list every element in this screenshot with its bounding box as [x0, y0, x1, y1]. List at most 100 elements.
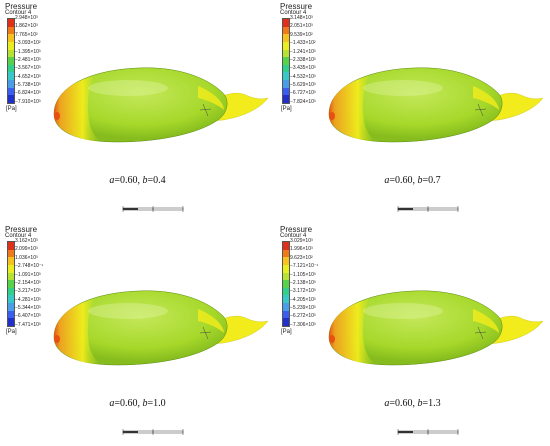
legend-tick: −7.824×10³ [290, 98, 316, 105]
color-band [8, 34, 14, 42]
color-band [8, 242, 14, 250]
scale-bar [122, 206, 184, 212]
color-band [283, 64, 289, 73]
legend-subtitle: Contour 4 [280, 10, 307, 16]
pressure-contour-body [328, 290, 544, 366]
color-band [8, 257, 14, 265]
legend-tick: −1.091×10³ [15, 271, 41, 278]
color-band [283, 264, 289, 273]
color-band [8, 295, 14, 303]
color-band [283, 257, 289, 265]
color-band [8, 249, 14, 258]
color-band [283, 41, 289, 50]
legend-tick: 2.051×10³ [290, 23, 313, 30]
color-band [283, 249, 289, 258]
nose-region [329, 76, 377, 142]
color-band [8, 272, 14, 281]
legend-tick: −3.172×10³ [290, 288, 316, 295]
color-band [8, 26, 14, 35]
legend-tick: −2.138×10³ [290, 279, 316, 286]
color-band [283, 57, 289, 65]
legend-tick: −3.093×10² [15, 40, 41, 47]
nose-region [329, 299, 377, 365]
legend-title: Pressure Contour 4 [5, 3, 37, 17]
color-bar [282, 241, 290, 327]
stagnation-point [54, 112, 60, 120]
legend-unit: [Pa] [281, 329, 292, 335]
legend-title-text: Pressure [280, 2, 313, 11]
legend-tick: 3.148×10³ [290, 15, 313, 21]
color-band [283, 272, 289, 281]
nose-region [54, 76, 102, 142]
legend-tick: −5.629×10³ [290, 82, 316, 88]
scale-bar [122, 429, 184, 435]
legend-unit: [Pa] [6, 329, 17, 335]
legend-title: Pressure Contour 4 [280, 226, 312, 240]
color-band [283, 19, 289, 27]
color-band [283, 310, 289, 319]
stagnation-point [329, 112, 335, 120]
legend-tick: −3.217×10³ [15, 288, 41, 295]
stagnation-point [329, 335, 335, 343]
hull [328, 67, 503, 143]
legend-tick: −4.281×10³ [15, 296, 41, 303]
legend-tick: −5.738×10³ [15, 82, 41, 88]
color-band [283, 72, 289, 80]
legend-title: Pressure Contour 4 [5, 226, 37, 240]
color-band [283, 80, 289, 88]
pressure-contour-body [53, 290, 269, 366]
hull [328, 290, 503, 366]
color-band [8, 57, 14, 65]
panel-3: Pressure Contour 4 3.162×10³ 2.099×10³ 1.036… [0, 223, 275, 446]
surface-highlight [88, 303, 168, 319]
legend-tick: 9.623×10² [290, 254, 313, 261]
legend-tick: 1.036×10³ [15, 254, 38, 261]
legend-tick: −2.154×10³ [15, 279, 41, 286]
surface-highlight [363, 80, 443, 96]
legend-tick: −2.481×10³ [15, 56, 41, 63]
legend-tick: −6.272×10³ [290, 313, 316, 320]
legend-tick: 2.099×10³ [15, 246, 38, 253]
color-band [8, 72, 14, 80]
legend-tick: −1.105×10³ [290, 271, 316, 278]
legend-tick: −1.395×10³ [15, 48, 41, 55]
hull [53, 290, 228, 366]
pressure-contour-body [328, 67, 544, 143]
color-band [8, 41, 14, 50]
color-band [8, 280, 14, 288]
tail-highlight [473, 86, 499, 110]
legend-tick: −6.407×10³ [15, 313, 41, 320]
color-band [8, 87, 14, 96]
color-band [283, 280, 289, 288]
nose-region [54, 299, 102, 365]
legend-tick: −7.121×10⁻¹ [290, 263, 319, 270]
legend-tick: 3.029×10³ [290, 238, 313, 244]
color-band [283, 287, 289, 296]
legend-tick: −7.306×10³ [290, 321, 316, 328]
legend-tick: −2.748×10⁻¹ [15, 263, 44, 270]
legend-tick: −6.727×10³ [290, 90, 316, 97]
panel-2: Pressure Contour 4 3.148×10³ 2.051×10³ 9.539… [275, 0, 550, 223]
tail-highlight [198, 309, 224, 333]
legend-tick: −7.471×10³ [15, 321, 41, 328]
legend-tick: 3.162×10³ [15, 238, 38, 244]
color-band [8, 264, 14, 273]
legend-tick: −1.433×10² [290, 40, 316, 47]
caption: a=0.60, b=0.7 [384, 175, 441, 186]
surface-highlight [363, 303, 443, 319]
caption: a=0.60, b=1.3 [384, 398, 441, 409]
legend-tick: −5.344×10³ [15, 305, 41, 311]
legend-tick: −4.205×10³ [290, 296, 316, 303]
tail-highlight [198, 86, 224, 110]
color-band [8, 310, 14, 319]
scale-bar [397, 429, 459, 435]
legend-title: Pressure Contour 4 [280, 3, 312, 17]
legend-unit: [Pa] [281, 106, 292, 112]
legend-title-text: Pressure [5, 2, 38, 11]
legend-tick: −3.435×10³ [290, 65, 316, 72]
color-band [283, 87, 289, 96]
color-band [283, 95, 289, 103]
color-band [8, 318, 14, 326]
color-bar [282, 18, 290, 104]
color-band [283, 295, 289, 303]
